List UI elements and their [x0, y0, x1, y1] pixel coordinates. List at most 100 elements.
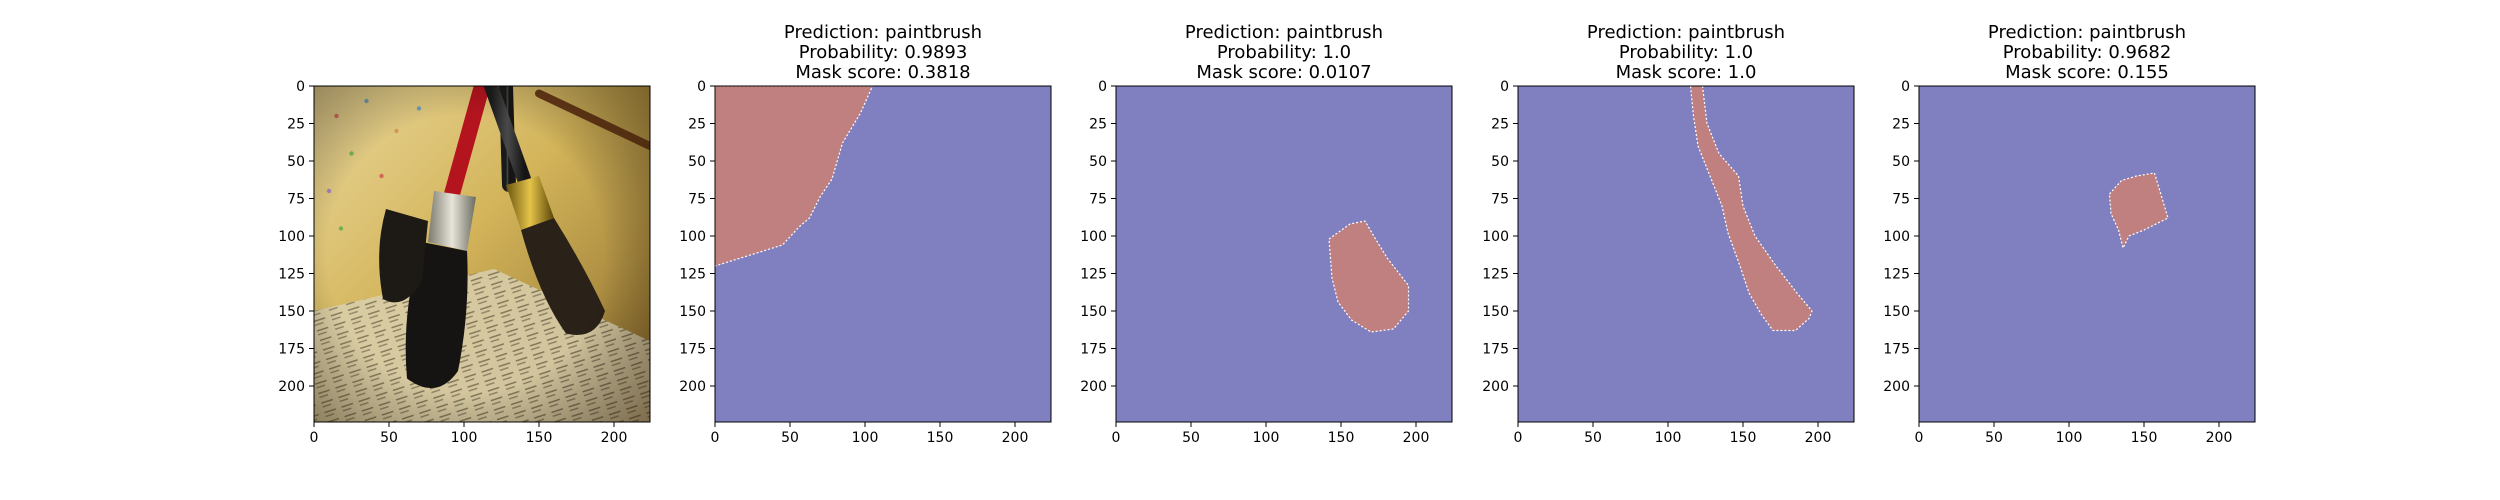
- y-tick-label: 75: [688, 192, 706, 208]
- panel-title-line: Prediction: paintbrush: [1185, 22, 1383, 43]
- panel-title-line: Prediction: paintbrush: [1587, 22, 1785, 43]
- axes-frame: [1918, 85, 2256, 423]
- plot-area: [314, 86, 650, 422]
- x-tick-label: 50: [1985, 430, 2003, 446]
- panel-title-line: Mask score: 0.3818: [795, 62, 970, 83]
- panel-title-line: Mask score: 0.155: [2005, 62, 2169, 83]
- x-tick-label: 50: [1182, 430, 1200, 446]
- y-tick-label: 50: [1491, 154, 1509, 170]
- y-tick-label: 150: [1080, 304, 1107, 320]
- panel-title-line: Probability: 1.0: [1619, 42, 1753, 63]
- y-tick-label: 125: [278, 267, 305, 283]
- x-tick-label: 0: [1112, 430, 1121, 446]
- plot-area: [1518, 86, 1854, 422]
- x-tick-label: 100: [451, 430, 478, 446]
- x-tick-label: 100: [2056, 430, 2083, 446]
- x-tick-label: 150: [1730, 430, 1757, 446]
- y-tick-label: 125: [1080, 267, 1107, 283]
- mask-region: [2108, 172, 2169, 250]
- y-tick-label: 125: [1883, 267, 1910, 283]
- y-tick-label: 150: [1883, 304, 1910, 320]
- y-tick-label: 125: [679, 267, 706, 283]
- axes-panel-4: 0 50 100 150 200 0 25 50 75 100 125 150 175 200 Predic…: [1482, 22, 1855, 446]
- x-tick-label: 150: [1328, 430, 1355, 446]
- x-tick-label: 150: [2131, 430, 2158, 446]
- y-tick-label: 125: [1482, 267, 1509, 283]
- axes-panel-2: 0 50 100 150 200 0 25 50 75 100 125 150 175 200 Predic…: [679, 22, 1052, 446]
- x-tick-label: 200: [1403, 430, 1430, 446]
- axes-frame: [313, 85, 651, 423]
- x-tick-label: 100: [852, 430, 879, 446]
- y-tick-label: 200: [278, 379, 305, 395]
- panel-title-line: Probability: 0.9682: [2003, 42, 2172, 63]
- y-tick-label: 50: [688, 154, 706, 170]
- y-tick-label: 25: [1491, 117, 1509, 133]
- x-tick-label: 0: [1915, 430, 1924, 446]
- panel-title-line: Prediction: paintbrush: [784, 22, 982, 43]
- y-tick-label: 200: [1482, 379, 1509, 395]
- y-tick-label: 0: [1500, 79, 1509, 95]
- y-tick-label: 175: [278, 342, 305, 358]
- y-tick-label: 25: [287, 117, 305, 133]
- y-tick-label: 100: [1482, 229, 1509, 245]
- y-tick-label: 200: [1080, 379, 1107, 395]
- axes-frame: [1517, 85, 1855, 423]
- panel-title-line: Probability: 1.0: [1217, 42, 1351, 63]
- x-tick-label: 50: [380, 430, 398, 446]
- y-tick-label: 25: [1089, 117, 1107, 133]
- mask-background: [1116, 86, 1452, 422]
- y-tick-label: 175: [1482, 342, 1509, 358]
- x-tick-label: 150: [526, 430, 553, 446]
- axes-panel-1: 0 50 100 150 200 0 25 50 75 100 125 150 175 200: [278, 79, 651, 446]
- mask-region: [1689, 86, 1813, 332]
- y-tick-label: 25: [1892, 117, 1910, 133]
- y-tick-label: 75: [1892, 192, 1910, 208]
- y-tick-label: 150: [1482, 304, 1509, 320]
- y-tick-label: 0: [1901, 79, 1910, 95]
- x-tick-label: 150: [927, 430, 954, 446]
- x-tick-label: 0: [310, 430, 319, 446]
- y-tick-label: 75: [1491, 192, 1509, 208]
- y-tick-label: 25: [688, 117, 706, 133]
- y-tick-label: 50: [287, 154, 305, 170]
- y-tick-label: 0: [1098, 79, 1107, 95]
- y-tick-label: 150: [278, 304, 305, 320]
- axes-panel-3: 0 50 100 150 200 0 25 50 75 100 125 150 175 200 Predic…: [1080, 22, 1453, 446]
- x-tick-label: 200: [601, 430, 628, 446]
- y-tick-label: 50: [1089, 154, 1107, 170]
- y-tick-label: 100: [278, 229, 305, 245]
- plot-area: [1919, 86, 2255, 422]
- mask-background: [1919, 86, 2255, 422]
- panel-title-line: Probability: 0.9893: [799, 42, 968, 63]
- panel-title-line: Mask score: 0.0107: [1196, 62, 1371, 83]
- mask-region: [715, 86, 874, 267]
- y-tick-label: 50: [1892, 154, 1910, 170]
- mask-background: [1518, 86, 1854, 422]
- x-tick-label: 50: [1584, 430, 1602, 446]
- y-tick-label: 175: [1883, 342, 1910, 358]
- y-tick-label: 175: [1080, 342, 1107, 358]
- x-tick-label: 200: [2206, 430, 2233, 446]
- x-tick-label: 200: [1002, 430, 1029, 446]
- y-tick-label: 200: [1883, 379, 1910, 395]
- y-tick-label: 75: [287, 192, 305, 208]
- axes-frame: [1115, 85, 1453, 423]
- plot-area: [1116, 86, 1452, 422]
- x-tick-label: 0: [1514, 430, 1523, 446]
- y-tick-label: 100: [679, 229, 706, 245]
- photo-vignette: [314, 86, 650, 422]
- axes-frame: [714, 85, 1052, 423]
- axes-layer: 0 50 100 150 200 0 25 50 75 100 125 150 175 200 0 50 100…: [278, 22, 2256, 446]
- y-tick-label: 200: [679, 379, 706, 395]
- plot-area: [715, 86, 1051, 422]
- y-tick-label: 75: [1089, 192, 1107, 208]
- x-tick-label: 100: [1655, 430, 1682, 446]
- x-tick-label: 200: [1805, 430, 1832, 446]
- y-tick-label: 0: [296, 79, 305, 95]
- y-tick-label: 150: [679, 304, 706, 320]
- x-tick-label: 0: [711, 430, 720, 446]
- y-tick-label: 100: [1883, 229, 1910, 245]
- mask-region: [1328, 220, 1410, 333]
- y-tick-label: 100: [1080, 229, 1107, 245]
